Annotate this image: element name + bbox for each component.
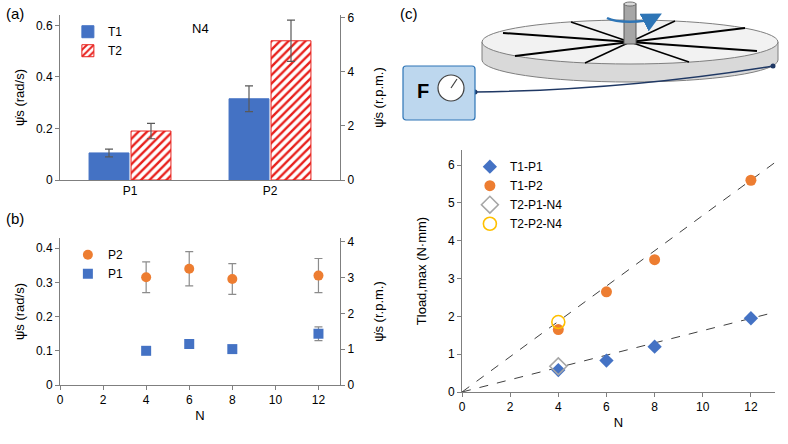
svg-text:3: 3: [347, 271, 354, 285]
svg-text:ψ̇s (r.p.m.): ψ̇s (r.p.m.): [371, 281, 386, 342]
svg-text:2: 2: [347, 119, 354, 133]
svg-text:ψ̇s (r.p.m.): ψ̇s (r.p.m.): [371, 67, 386, 128]
svg-text:P1: P1: [108, 267, 123, 281]
svg-text:0: 0: [448, 385, 455, 399]
svg-text:2: 2: [347, 307, 354, 321]
svg-text:4: 4: [555, 400, 562, 414]
svg-text:T2-P2-N4: T2-P2-N4: [510, 217, 562, 231]
svg-text:1: 1: [448, 347, 455, 361]
svg-text:2: 2: [507, 400, 514, 414]
svg-text:0: 0: [46, 378, 53, 392]
svg-text:P2: P2: [108, 248, 123, 262]
svg-text:0: 0: [459, 400, 466, 414]
svg-text:(b): (b): [6, 210, 24, 227]
svg-text:8: 8: [229, 393, 236, 407]
svg-text:12: 12: [312, 393, 326, 407]
svg-text:0: 0: [347, 378, 354, 392]
svg-text:P1: P1: [123, 184, 138, 198]
svg-text:2: 2: [100, 393, 107, 407]
svg-text:0.3: 0.3: [36, 276, 53, 290]
svg-text:0.6: 0.6: [36, 19, 53, 33]
svg-text:N: N: [614, 415, 623, 430]
svg-text:6: 6: [347, 11, 354, 25]
svg-text:0.1: 0.1: [36, 344, 53, 358]
svg-text:0: 0: [57, 393, 64, 407]
svg-text:P2: P2: [263, 184, 278, 198]
svg-text:4: 4: [347, 235, 354, 249]
svg-text:4: 4: [448, 234, 455, 248]
svg-text:12: 12: [744, 400, 758, 414]
svg-text:4: 4: [143, 393, 150, 407]
svg-text:0.4: 0.4: [36, 70, 53, 84]
svg-text:0.2: 0.2: [36, 310, 53, 324]
svg-text:6: 6: [448, 158, 455, 172]
svg-text:8: 8: [651, 400, 658, 414]
svg-text:1: 1: [347, 342, 354, 356]
svg-text:T1-P2: T1-P2: [510, 179, 543, 193]
svg-text:10: 10: [269, 393, 283, 407]
svg-text:(c): (c): [400, 5, 418, 22]
svg-text:N: N: [195, 408, 204, 423]
svg-text:6: 6: [186, 393, 193, 407]
svg-text:5: 5: [448, 196, 455, 210]
svg-text:0.4: 0.4: [36, 241, 53, 255]
svg-text:T2-P1-N4: T2-P1-N4: [510, 198, 562, 212]
svg-text:ψ̇s (rad/s): ψ̇s (rad/s): [12, 283, 27, 340]
svg-text:F: F: [417, 80, 429, 102]
svg-text:T1: T1: [108, 25, 122, 39]
svg-text:Tload,max (N·mm): Tload,max (N·mm): [414, 217, 429, 325]
svg-text:0: 0: [46, 173, 53, 187]
svg-text:0.2: 0.2: [36, 122, 53, 136]
svg-text:4: 4: [347, 65, 354, 79]
svg-text:T2: T2: [108, 44, 122, 58]
svg-text:2: 2: [448, 310, 455, 324]
svg-text:N4: N4: [192, 21, 209, 36]
svg-text:0: 0: [347, 173, 354, 187]
svg-text:ψ̇s (rad/s): ψ̇s (rad/s): [12, 69, 27, 126]
svg-text:6: 6: [603, 400, 610, 414]
svg-text:3: 3: [448, 272, 455, 286]
svg-text:T1-P1: T1-P1: [510, 160, 543, 174]
svg-text:10: 10: [696, 400, 710, 414]
svg-text:(a): (a): [6, 5, 24, 22]
